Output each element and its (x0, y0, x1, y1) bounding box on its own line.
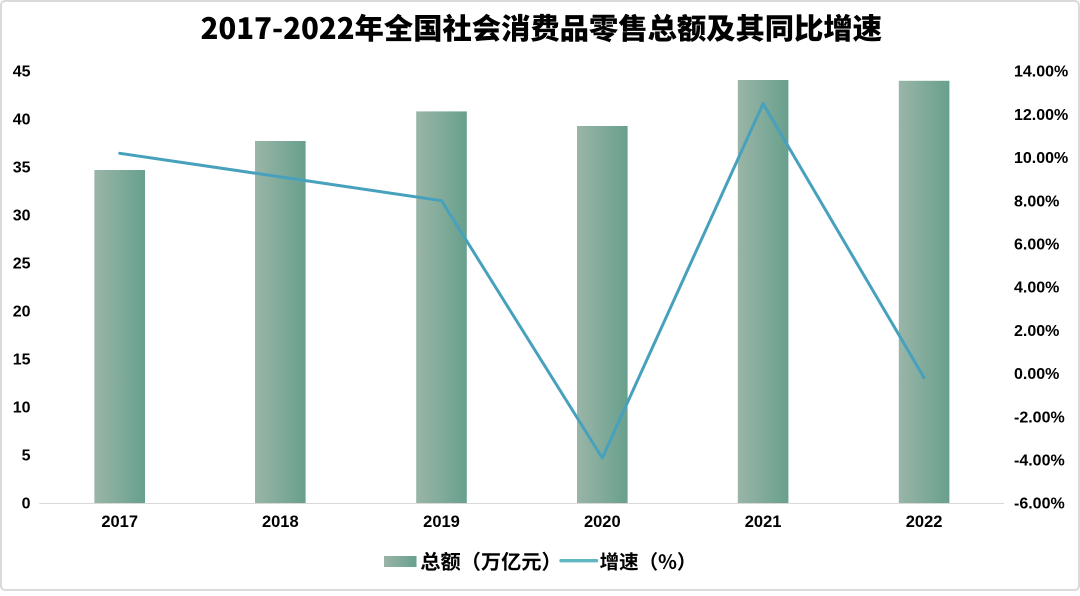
svg-text:6.00%: 6.00% (1014, 237, 1059, 254)
svg-text:0.00%: 0.00% (1014, 366, 1059, 383)
svg-text:2020: 2020 (584, 513, 621, 531)
svg-text:35: 35 (13, 160, 31, 177)
svg-text:-6.00%: -6.00% (1014, 496, 1065, 513)
svg-text:10: 10 (13, 400, 31, 417)
svg-text:2022: 2022 (906, 513, 943, 531)
svg-text:0: 0 (22, 496, 31, 513)
svg-text:2018: 2018 (262, 513, 299, 531)
svg-text:4.00%: 4.00% (1014, 280, 1059, 297)
svg-text:-2.00%: -2.00% (1014, 409, 1065, 426)
svg-text:30: 30 (13, 208, 31, 225)
svg-text:2.00%: 2.00% (1014, 323, 1059, 340)
svg-text:20: 20 (13, 304, 31, 321)
svg-text:15: 15 (13, 352, 31, 369)
svg-text:25: 25 (13, 256, 31, 273)
svg-text:2021: 2021 (745, 513, 782, 531)
svg-text:8.00%: 8.00% (1014, 193, 1059, 210)
svg-text:10.00%: 10.00% (1014, 150, 1068, 167)
svg-text:2019: 2019 (423, 513, 460, 531)
svg-text:40: 40 (13, 112, 31, 129)
svg-text:2017: 2017 (101, 513, 138, 531)
svg-text:14.00%: 14.00% (1014, 64, 1068, 81)
svg-text:-4.00%: -4.00% (1014, 453, 1065, 470)
svg-text:5: 5 (22, 448, 31, 465)
svg-text:45: 45 (13, 64, 31, 81)
svg-text:12.00%: 12.00% (1014, 107, 1068, 124)
